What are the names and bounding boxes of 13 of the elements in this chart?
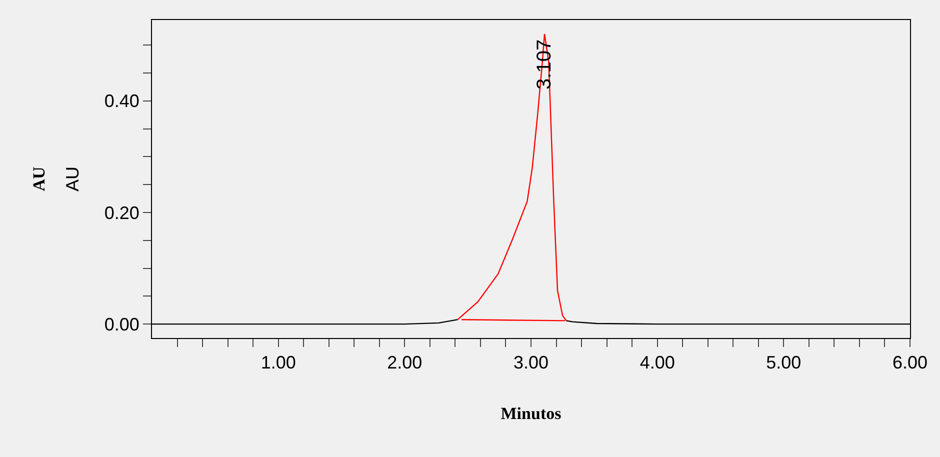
x-tick-label: 3.00 [513, 352, 549, 373]
x-tick-label: 2.00 [387, 352, 422, 373]
y-tick-label: 0.40 [104, 91, 140, 112]
y-axis-title: AU [62, 166, 83, 192]
y-tick-label: 0.00 [104, 314, 140, 334]
x-tick-label: 5.00 [766, 352, 802, 373]
annotation: 3.107 [534, 39, 556, 90]
x-tick-label: 1.00 [260, 352, 296, 373]
y-tick-label: 0.20 [104, 202, 140, 223]
x-tick-label: 6.00 [892, 352, 928, 373]
text: AU [29, 166, 48, 192]
x-tick-label: 4.00 [640, 352, 675, 373]
x-axis-title: Minutos [500, 404, 562, 423]
